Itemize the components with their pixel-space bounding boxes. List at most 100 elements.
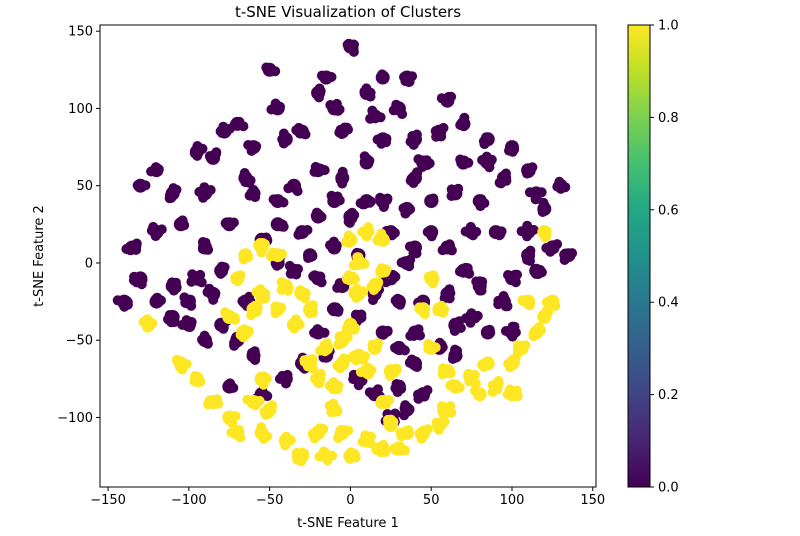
point: [189, 371, 204, 386]
cluster-1-13: [314, 446, 338, 466]
cluster-0-49: [521, 162, 538, 179]
point: [335, 425, 350, 440]
point: [375, 441, 390, 456]
cluster-1-41: [246, 300, 263, 321]
cluster-1-54: [324, 377, 344, 395]
point: [464, 371, 479, 386]
point: [529, 263, 544, 278]
point: [416, 387, 431, 402]
point: [335, 171, 350, 185]
cluster-0-15: [197, 237, 214, 255]
cluster-0-119: [197, 330, 213, 349]
point: [278, 371, 293, 386]
point: [521, 225, 536, 240]
cluster-1-69: [383, 363, 402, 381]
cluster-0-11: [121, 238, 142, 256]
point: [286, 178, 301, 193]
colorbar: [627, 24, 651, 488]
colorbar-tick-label: 0.4: [658, 296, 679, 311]
cluster-1-30: [502, 384, 523, 402]
cluster-0-98: [375, 325, 393, 340]
cluster-0-103: [448, 316, 466, 336]
cluster-0-129: [521, 245, 536, 266]
cluster-1-31: [477, 356, 495, 372]
point: [270, 248, 285, 263]
cluster-0-16: [220, 217, 239, 232]
point: [400, 70, 414, 85]
colorbar-tick-label: 0.8: [658, 111, 679, 126]
point: [505, 140, 519, 155]
point: [278, 279, 293, 294]
point: [416, 425, 431, 440]
point: [416, 155, 431, 170]
cluster-0-14: [173, 215, 190, 232]
point: [222, 310, 237, 324]
point: [359, 364, 374, 379]
point: [537, 310, 552, 324]
point: [375, 395, 390, 409]
point: [198, 240, 212, 255]
cluster-1-63: [348, 252, 370, 271]
x-tick-label: −150: [90, 493, 126, 508]
point: [448, 186, 463, 201]
point: [472, 194, 487, 209]
cluster-0-52: [537, 197, 552, 217]
point: [295, 286, 309, 301]
point: [496, 171, 511, 185]
cluster-1-20: [395, 425, 414, 442]
x-tick-label: 150: [580, 493, 605, 508]
point: [480, 325, 495, 340]
point: [133, 178, 148, 193]
point: [206, 150, 221, 165]
point: [270, 302, 285, 317]
point: [246, 186, 261, 201]
cluster-0-3: [189, 141, 208, 161]
cluster-1-36: [541, 294, 561, 313]
point: [343, 39, 358, 54]
point: [424, 340, 439, 355]
cluster-0-6: [194, 182, 216, 203]
cluster-1-52: [310, 368, 326, 389]
cluster-0-107: [399, 400, 415, 421]
cluster-1-53: [299, 354, 318, 374]
x-tick-label: 0: [346, 493, 354, 508]
cluster-1-37: [517, 294, 536, 311]
point: [222, 217, 237, 232]
point: [198, 333, 212, 348]
point: [181, 294, 196, 309]
point: [375, 70, 390, 85]
point: [327, 240, 342, 255]
cluster-1-7: [242, 394, 265, 411]
cluster-1-27: [463, 368, 481, 389]
cluster-0-128: [455, 154, 474, 170]
cluster-0-120: [177, 315, 197, 333]
point: [327, 402, 342, 417]
cluster-1-48: [238, 248, 254, 265]
cluster-1-60: [367, 338, 383, 355]
point: [311, 271, 326, 286]
cluster-0-30: [325, 98, 345, 116]
point: [440, 402, 455, 417]
cluster-1-44: [251, 284, 271, 305]
cluster-1-46: [266, 247, 288, 263]
y-axis-label: t-SNE Feature 2: [32, 205, 47, 307]
point: [254, 240, 269, 255]
cluster-1-75: [332, 353, 350, 374]
point: [408, 325, 422, 340]
cluster-0-65: [460, 221, 482, 241]
point: [125, 240, 140, 255]
cluster-1-11: [291, 447, 310, 467]
point: [327, 194, 342, 209]
point: [238, 248, 253, 263]
cluster-0-13: [112, 294, 133, 312]
cluster-1-42: [270, 301, 287, 319]
cluster-0-39: [342, 38, 359, 57]
cluster-0-84: [284, 260, 303, 280]
cluster-0-38: [375, 69, 390, 85]
point: [359, 194, 374, 209]
point: [206, 286, 221, 301]
point: [359, 155, 374, 170]
point: [222, 379, 237, 394]
cluster-0-60: [480, 324, 496, 340]
cluster-0-78: [326, 190, 345, 209]
